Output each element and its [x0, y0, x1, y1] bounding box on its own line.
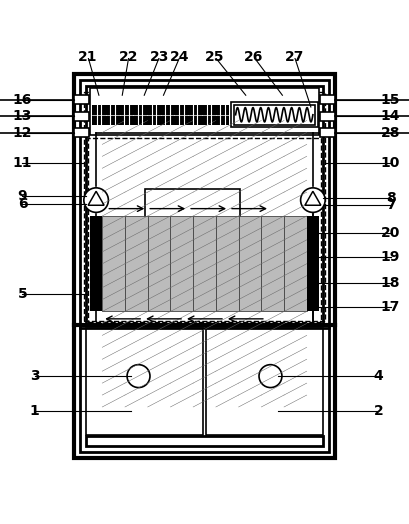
Bar: [74, 74, 335, 458]
Bar: [92, 104, 229, 125]
Text: 28: 28: [381, 126, 400, 140]
Bar: [171, 216, 193, 311]
Bar: [102, 216, 125, 311]
Text: 12: 12: [13, 126, 32, 140]
Bar: [320, 128, 335, 137]
Bar: [74, 112, 89, 121]
Text: 25: 25: [205, 50, 225, 64]
Circle shape: [84, 188, 108, 212]
Bar: [148, 216, 171, 311]
Text: 20: 20: [381, 226, 400, 240]
Bar: [231, 103, 318, 127]
Bar: [234, 104, 315, 125]
Text: 15: 15: [381, 93, 400, 107]
Text: 9: 9: [18, 189, 27, 203]
Text: 11: 11: [13, 156, 32, 170]
Text: 14: 14: [381, 110, 400, 123]
Bar: [90, 88, 319, 135]
Bar: [90, 216, 102, 311]
Text: 24: 24: [170, 50, 190, 64]
Bar: [88, 138, 321, 322]
Text: 7: 7: [386, 198, 396, 212]
Text: 10: 10: [381, 156, 400, 170]
Text: 27: 27: [285, 50, 304, 64]
Text: 3: 3: [30, 369, 40, 383]
Bar: [74, 128, 89, 137]
Bar: [80, 80, 329, 452]
Circle shape: [259, 365, 282, 388]
Text: 23: 23: [150, 50, 169, 64]
Bar: [261, 216, 284, 311]
Text: 6: 6: [18, 197, 27, 211]
Bar: [320, 95, 335, 104]
Text: 17: 17: [381, 300, 400, 314]
Bar: [193, 216, 216, 311]
Text: 8: 8: [386, 191, 396, 205]
Text: 19: 19: [381, 250, 400, 264]
Bar: [84, 92, 325, 321]
Circle shape: [127, 365, 150, 388]
Bar: [86, 436, 323, 446]
Bar: [86, 86, 323, 325]
Text: 13: 13: [13, 110, 32, 123]
Bar: [216, 216, 238, 311]
Text: 18: 18: [381, 276, 400, 290]
Bar: [206, 328, 323, 434]
Bar: [307, 216, 319, 311]
Bar: [125, 216, 148, 311]
Circle shape: [301, 188, 325, 212]
Text: 2: 2: [373, 404, 383, 418]
Bar: [238, 216, 261, 311]
Bar: [74, 95, 89, 104]
Text: 26: 26: [244, 50, 263, 64]
Bar: [284, 216, 307, 311]
Text: 16: 16: [13, 93, 32, 107]
Text: 21: 21: [78, 50, 98, 64]
Text: 4: 4: [373, 369, 383, 383]
Bar: [320, 112, 335, 121]
Text: 1: 1: [30, 404, 40, 418]
Text: 22: 22: [119, 50, 139, 64]
Bar: [145, 189, 240, 248]
Bar: [86, 328, 203, 434]
Text: 5: 5: [18, 287, 27, 301]
